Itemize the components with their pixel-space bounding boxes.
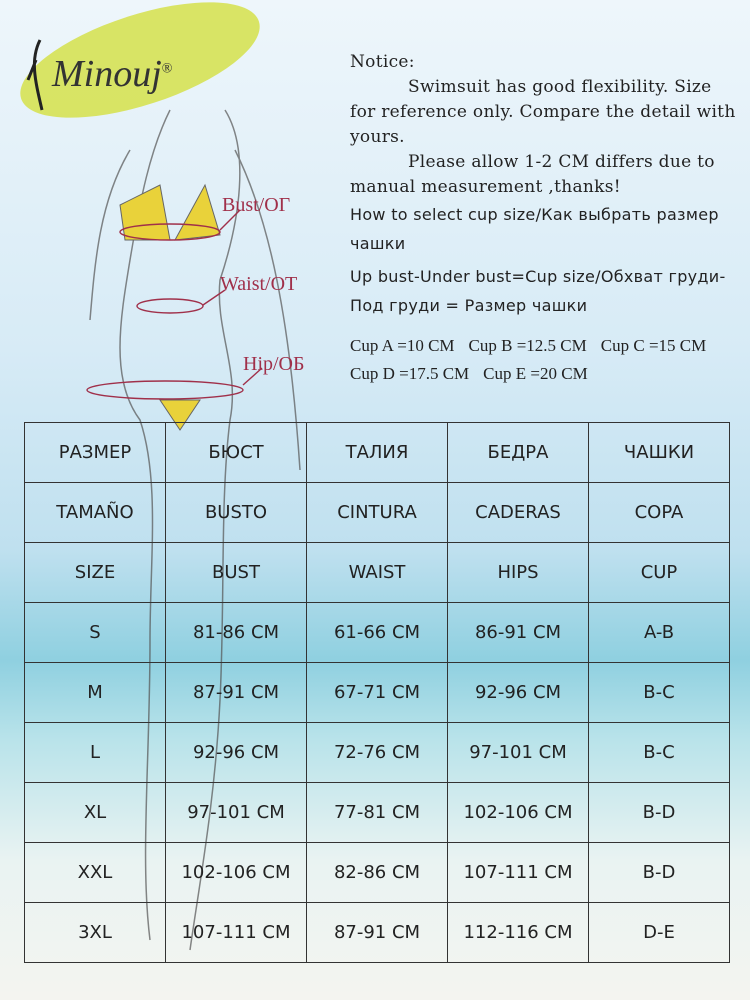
table-cell: 77-81 CM xyxy=(306,782,448,843)
table-cell: HIPS xyxy=(447,542,589,603)
brand: Minouj xyxy=(52,53,162,95)
table-cell: 81-86 CM xyxy=(165,602,307,663)
table-cell: XL xyxy=(24,782,166,843)
table-cell: 61-66 CM xyxy=(306,602,448,663)
figure-label: Bust/ОГ xyxy=(222,194,291,216)
table-cell: CUP xyxy=(588,542,730,603)
table-cell: L xyxy=(24,722,166,783)
cup-item: Cup D =17.5 CM xyxy=(350,364,470,383)
trademark: ® xyxy=(161,61,173,77)
cup-item: Cup C =15 CM xyxy=(600,336,707,355)
table-cell: 102-106 CM xyxy=(447,782,589,843)
figure-label: Hip/ОБ xyxy=(243,353,305,375)
table-row: M 87-91 CM 67-71 CM 92-96 CM B-C xyxy=(24,662,730,723)
cup-list: Cup A =10 CM Cup B =12.5 CM Cup C =15 CM Cu… xyxy=(350,332,750,388)
notice-text: Swimsuit has good flexibility. Size for … xyxy=(350,77,736,147)
table-cell: 82-86 CM xyxy=(306,842,448,903)
table-cell: CADERAS xyxy=(447,482,589,543)
notice-text: How to select cup size/Как выбрать разме… xyxy=(350,205,719,253)
table-row: 3XL 107-111 CM 87-91 CM 112-116 CM D-E xyxy=(24,902,730,963)
table-cell: 112-116 CM xyxy=(447,902,589,963)
table-cell: TAMAÑO xyxy=(24,482,166,543)
table-cell: CINTURA xyxy=(306,482,448,543)
table-cell: BUSTO xyxy=(165,482,307,543)
table-cell: B-C xyxy=(588,662,730,723)
table-row: SIZE BUST WAIST HIPS CUP xyxy=(24,542,730,603)
table-cell: D-E xyxy=(588,902,730,963)
table-cell: 102-106 CM xyxy=(165,842,307,903)
table-cell: B-D xyxy=(588,842,730,903)
table-cell: 107-111 CM xyxy=(447,842,589,903)
table-row: XXL 102-106 CM 82-86 CM 107-111 CM B-D xyxy=(24,842,730,903)
table-cell: SIZE xyxy=(24,542,166,603)
table-cell: S xyxy=(24,602,166,663)
table-cell: РАЗМЕР xyxy=(24,422,166,483)
table-cell: ТАЛИЯ xyxy=(306,422,448,483)
table-cell: XXL xyxy=(24,842,166,903)
table-cell: 72-76 CM xyxy=(306,722,448,783)
table-cell: B-D xyxy=(588,782,730,843)
table-cell: COPA xyxy=(588,482,730,543)
table-cell: BUST xyxy=(165,542,307,603)
table-cell: БЕДРА xyxy=(447,422,589,483)
table-cell: ЧАШКИ xyxy=(588,422,730,483)
cup-item: Cup B =12.5 CM xyxy=(468,336,587,355)
table-cell: 92-96 CM xyxy=(447,662,589,723)
table-row: L 92-96 CM 72-76 CM 97-101 CM B-C xyxy=(24,722,730,783)
table-cell: 3XL xyxy=(24,902,166,963)
cup-item: Cup A =10 CM xyxy=(350,336,455,355)
table-cell: B-C xyxy=(588,722,730,783)
figure-label: Waist/ОТ xyxy=(220,273,298,295)
table-cell: M xyxy=(24,662,166,723)
table-cell: 87-91 CM xyxy=(165,662,307,723)
table-cell: 97-101 CM xyxy=(165,782,307,843)
notice-text: Up bust-Under bust=Cup size/Обхват груди… xyxy=(350,267,726,315)
notice: Notice: Swimsuit has good flexibility. S… xyxy=(350,50,742,320)
table-cell: 97-101 CM xyxy=(447,722,589,783)
cup-item: Cup E =20 CM xyxy=(483,364,588,383)
logo: Minouj® xyxy=(52,52,172,96)
table-row: S 81-86 CM 61-66 CM 86-91 CM A-B xyxy=(24,602,730,663)
size-table: РАЗМЕР БЮСТ ТАЛИЯ БЕДРА ЧАШКИ TAMAÑO BUSTO CINT… xyxy=(24,422,730,963)
table-cell: 107-111 CM xyxy=(165,902,307,963)
notice-title: Notice: xyxy=(350,52,415,72)
notice-text: Please allow 1-2 CM differs due to manua… xyxy=(350,152,715,197)
table-cell: 87-91 CM xyxy=(306,902,448,963)
table-row: РАЗМЕР БЮСТ ТАЛИЯ БЕДРА ЧАШКИ xyxy=(24,422,730,483)
table-cell: 67-71 CM xyxy=(306,662,448,723)
table-cell: 92-96 CM xyxy=(165,722,307,783)
table-cell: БЮСТ xyxy=(165,422,307,483)
table-cell: 86-91 CM xyxy=(447,602,589,663)
table-row: XL 97-101 CM 77-81 CM 102-106 CM B-D xyxy=(24,782,730,843)
table-row: TAMAÑO BUSTO CINTURA CADERAS COPA xyxy=(24,482,730,543)
table-cell: WAIST xyxy=(306,542,448,603)
table-cell: A-B xyxy=(588,602,730,663)
